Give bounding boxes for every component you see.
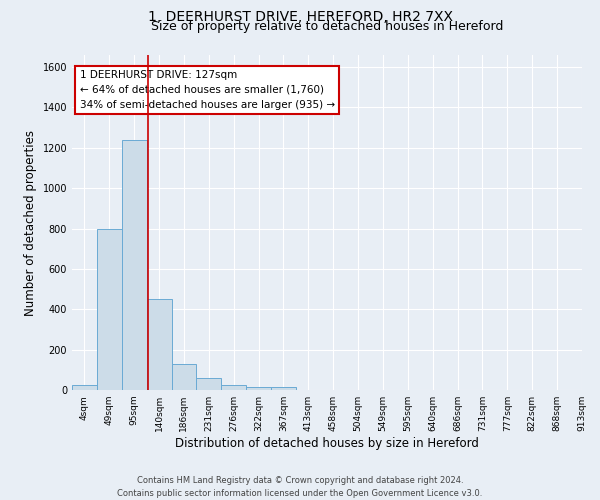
Bar [72, 385, 97, 390]
X-axis label: Distribution of detached houses by size in Hereford: Distribution of detached houses by size … [175, 437, 479, 450]
Title: Size of property relative to detached houses in Hereford: Size of property relative to detached ho… [151, 20, 503, 33]
Text: 1 DEERHURST DRIVE: 127sqm
← 64% of detached houses are smaller (1,760)
34% of se: 1 DEERHURST DRIVE: 127sqm ← 64% of detac… [80, 70, 335, 110]
Bar [221, 385, 246, 390]
Bar [271, 387, 296, 390]
Text: 1, DEERHURST DRIVE, HEREFORD, HR2 7XX: 1, DEERHURST DRIVE, HEREFORD, HR2 7XX [148, 10, 452, 24]
Bar [196, 378, 221, 390]
Bar [172, 364, 196, 390]
Y-axis label: Number of detached properties: Number of detached properties [24, 130, 37, 316]
Bar [97, 228, 122, 390]
Bar [122, 140, 146, 390]
Bar [146, 299, 172, 390]
Bar [246, 387, 271, 390]
Text: Contains HM Land Registry data © Crown copyright and database right 2024.
Contai: Contains HM Land Registry data © Crown c… [118, 476, 482, 498]
